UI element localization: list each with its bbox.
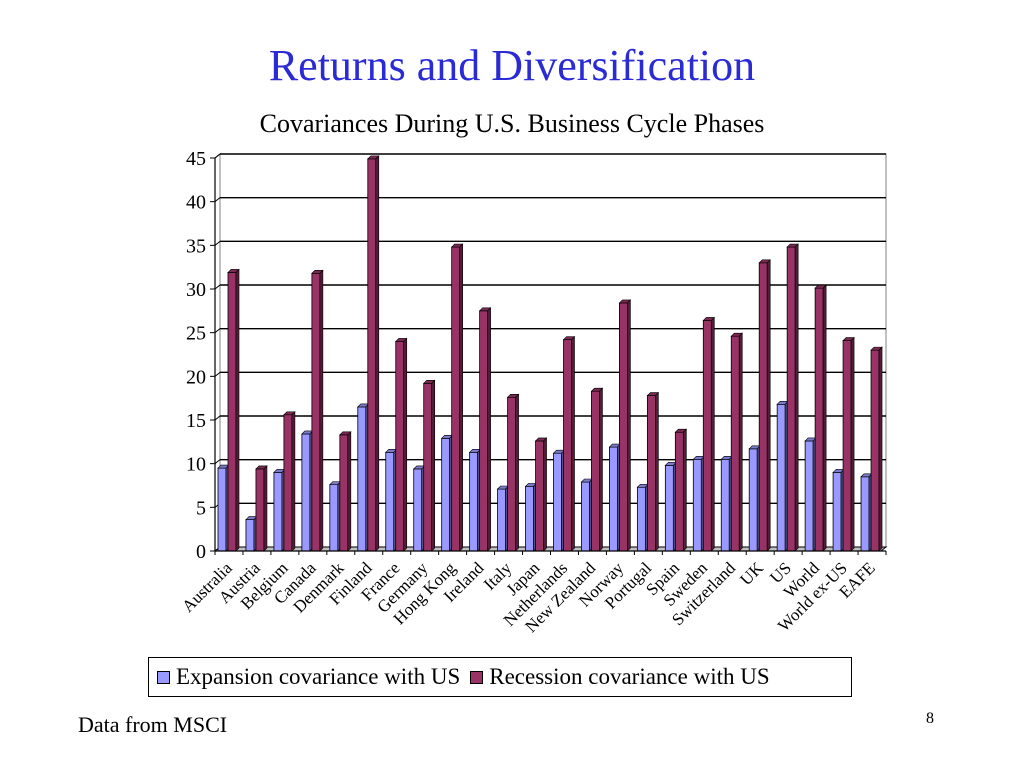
gridline-side xyxy=(214,197,221,203)
slide-title: Returns and Diversification xyxy=(268,41,756,90)
bar-recession xyxy=(870,346,883,552)
y-tick-label: 5 xyxy=(196,497,206,519)
bar-expansion xyxy=(357,403,370,552)
bar-recession xyxy=(786,243,799,552)
x-tick-label: UK xyxy=(736,558,767,589)
bar-expansion xyxy=(524,482,538,552)
bar-recession xyxy=(618,299,632,552)
bar-expansion xyxy=(412,465,426,552)
y-tick-label: 25 xyxy=(186,323,206,345)
y-tick-label: 35 xyxy=(186,235,206,257)
bar-expansion xyxy=(664,461,678,552)
page-number: 8 xyxy=(926,710,934,727)
bar-recession xyxy=(814,284,827,552)
bar-recession xyxy=(395,337,408,552)
y-tick-label: 45 xyxy=(186,148,206,170)
bar-recession xyxy=(422,379,436,552)
bar-recession xyxy=(590,387,604,552)
bar-recession xyxy=(646,391,660,552)
bar-recession xyxy=(367,155,380,552)
bar-recession xyxy=(339,431,352,552)
bar-recession xyxy=(562,335,576,552)
gridline-side xyxy=(214,240,221,246)
y-tick-label: 40 xyxy=(186,192,206,214)
chart-legend: Expansion covariance with US Recession c… xyxy=(148,657,852,697)
gridline-side xyxy=(214,328,221,334)
bar-expansion xyxy=(748,445,761,552)
bar-recession xyxy=(311,269,324,552)
bar-recession xyxy=(758,259,771,552)
chart-title: Covariances During U.S. Business Cycle P… xyxy=(259,109,765,138)
bar-expansion xyxy=(329,480,342,552)
bar-recession xyxy=(842,336,855,552)
bar-expansion xyxy=(301,430,314,552)
gridline-side xyxy=(214,371,221,377)
bar-expansion xyxy=(273,468,286,552)
gridline-side xyxy=(214,284,221,290)
bar-expansion xyxy=(720,455,733,552)
y-tick-label: 15 xyxy=(186,410,206,432)
bar-recession xyxy=(674,428,688,552)
bar-expansion xyxy=(245,515,258,552)
bar-expansion xyxy=(552,449,566,552)
y-tick-label: 10 xyxy=(186,454,206,476)
bar-expansion xyxy=(608,443,622,552)
bar-recession xyxy=(702,316,716,552)
bar-expansion xyxy=(636,483,650,552)
bar-recession xyxy=(450,243,464,552)
legend-item-recession: Recession covariance with US xyxy=(470,664,770,690)
bar-recession xyxy=(478,307,492,552)
bar-recession xyxy=(255,465,268,552)
bar-expansion xyxy=(385,448,398,552)
bar-expansion xyxy=(832,468,845,552)
bar-recession xyxy=(534,437,548,552)
gridline-side xyxy=(214,153,221,159)
bar-expansion xyxy=(692,455,706,552)
source-note: Data from MSCI xyxy=(78,712,228,737)
legend-item-expansion: Expansion covariance with US xyxy=(157,664,460,690)
y-tick-label: 20 xyxy=(186,366,206,388)
legend-label-expansion: Expansion covariance with US xyxy=(176,664,461,689)
gridline-side xyxy=(214,459,221,465)
bar-recession xyxy=(283,411,296,552)
bar-expansion xyxy=(217,464,230,552)
bar-recession xyxy=(227,268,240,552)
y-tick-label: 0 xyxy=(196,541,206,563)
legend-label-recession: Recession covariance with US xyxy=(489,664,770,689)
bar-expansion xyxy=(496,485,510,552)
bar-recession xyxy=(730,332,743,552)
bar-expansion xyxy=(580,478,594,552)
bar-expansion xyxy=(776,400,789,552)
bar-expansion xyxy=(440,434,454,552)
bar-expansion xyxy=(860,473,873,552)
legend-swatch-recession xyxy=(470,670,484,684)
bar-expansion xyxy=(468,448,482,552)
bar-expansion xyxy=(804,437,817,552)
gridline-side xyxy=(214,415,221,421)
legend-swatch-expansion xyxy=(157,670,170,684)
y-tick-label: 30 xyxy=(186,279,206,301)
bar-recession xyxy=(506,393,520,552)
